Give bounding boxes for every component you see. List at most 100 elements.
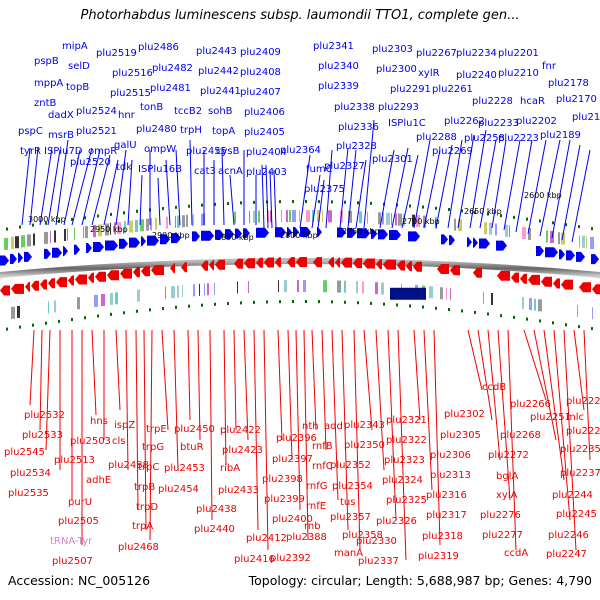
gene-label[interactable]: plu2258 [464,133,505,144]
gene-label[interactable]: plu2423 [222,445,263,456]
gene-label[interactable]: plu2442 [198,66,239,77]
gene-label[interactable]: plu2202 [516,116,557,127]
gene-label[interactable]: plu2317 [426,510,467,521]
gene-label[interactable]: plu2261 [432,84,473,95]
gene-label[interactable]: ompR [88,146,117,157]
gene-label[interactable]: plu2450 [174,424,215,435]
gene-label[interactable]: plu2404 [246,147,287,158]
gene-label[interactable]: xylA [496,490,518,501]
gene-label[interactable]: galU [114,140,137,151]
gene-label[interactable]: mlc [566,412,584,423]
gene-label[interactable]: ISPlu7D [44,146,83,157]
gene-label[interactable]: ISPlu1C [388,118,426,129]
gene-label[interactable]: pspB [34,56,59,67]
gene-label[interactable]: plu2330 [356,536,397,547]
gene-label[interactable]: plu2398 [262,474,303,485]
gene-label[interactable]: ribA [220,463,240,474]
gene-label[interactable]: plu2455 [186,146,227,157]
gene-label[interactable]: cat3 [194,166,216,177]
gene-label[interactable]: plu2277 [482,530,523,541]
gene-label[interactable]: mipA [62,41,88,52]
gene-label[interactable]: plu2534 [10,468,51,479]
gene-label[interactable]: plu2303 [372,44,413,55]
gene-label[interactable]: plu2302 [444,409,485,420]
gene-label[interactable]: cls [112,436,126,447]
gene-label[interactable]: rnfB [312,441,333,452]
gene-label[interactable]: plu2416 [234,554,275,565]
gene-label[interactable]: plu2480 [136,124,177,135]
gene-label[interactable]: ispZ [114,420,135,431]
gene-label[interactable]: zntB [34,98,57,109]
gene-label[interactable]: plu2533 [22,430,63,441]
gene-label[interactable]: plu2169 [572,112,600,123]
gene-label[interactable]: plu2269 [432,146,473,157]
gene-label[interactable]: trpC [138,462,159,473]
gene-label[interactable]: plu2322 [386,435,427,446]
gene-label[interactable]: plu2234 [456,48,497,59]
gene-label[interactable]: plu2408 [240,67,281,78]
gene-label[interactable]: plu2441 [200,86,241,97]
gene-label[interactable]: hns [90,416,108,427]
gene-label[interactable]: plu2276 [480,510,521,521]
gene-label[interactable]: plu2409 [240,47,281,58]
gene-label[interactable]: plu2468 [118,542,159,553]
gene-label[interactable]: ISPlu16B [138,164,182,175]
gene-label[interactable]: plu2316 [426,490,467,501]
gene-label[interactable]: plu2515 [110,88,151,99]
gene-label[interactable]: hcaR [520,96,545,107]
gene-label[interactable]: dadX [48,110,74,121]
gene-label[interactable]: plu2305 [440,430,481,441]
gene-label[interactable]: plu2235 [560,444,600,455]
gene-label[interactable]: plu2267 [416,48,457,59]
gene-label[interactable]: manA [334,548,363,559]
gene-label[interactable]: plu2337 [358,556,399,567]
gene-label[interactable]: plu2406 [244,107,285,118]
gene-label[interactable]: plu2313 [430,470,471,481]
gene-label[interactable]: topB [66,82,89,93]
gene-label[interactable]: plu2227 [566,426,600,437]
gene-label[interactable]: plu2405 [244,127,285,138]
gene-label[interactable]: plu2189 [540,130,581,141]
gene-label[interactable]: rnfE [306,501,326,512]
gene-label[interactable]: add [324,421,343,432]
gene-label[interactable]: plu2201 [498,48,539,59]
gene-label[interactable]: plu2545 [4,447,45,458]
gene-label[interactable]: fnr [542,61,557,72]
gene-label[interactable]: plu2341 [313,41,354,52]
gene-label[interactable]: plu2443 [196,46,237,57]
gene-label[interactable]: plu2352 [330,460,371,471]
gene-label[interactable]: plu2399 [264,494,305,505]
gene-label[interactable]: topA [212,126,235,137]
gene-label[interactable]: plu2375 [304,184,345,195]
gene-label[interactable]: trpH [180,125,202,136]
gene-label[interactable]: plu2535 [8,488,49,499]
gene-label[interactable]: tdk [116,162,132,173]
gene-label[interactable]: plu2433 [218,485,259,496]
gene-label[interactable]: plu2486 [138,42,179,53]
gene-label[interactable]: plu2358 [342,530,383,541]
gene-label[interactable]: plu2338 [334,102,375,113]
gene-label[interactable]: plu2225 [566,396,600,407]
gene-label[interactable]: plu2339 [318,81,359,92]
gene-label[interactable]: plu2524 [76,106,117,117]
gene-label[interactable]: plu2246 [548,530,589,541]
gene-label[interactable]: plu2521 [76,126,117,137]
gene-label[interactable]: plu2326 [376,516,417,527]
gene-label[interactable]: tonB [140,102,163,113]
gene-label[interactable]: plu2403 [246,167,287,178]
gene-label[interactable]: rnb [304,521,321,532]
gene-label[interactable]: tus [340,497,355,508]
gene-label[interactable]: plu2336 [338,122,379,133]
gene-label[interactable]: plu2288 [416,132,457,143]
gene-label[interactable]: plu2272 [488,450,529,461]
gene-label[interactable]: xylR [418,68,440,79]
gene-label[interactable]: plu2328 [336,141,377,152]
gene-label[interactable]: fumC [306,164,333,175]
gene-label[interactable]: purU [68,497,92,508]
gene-label[interactable]: plu2268 [500,430,541,441]
gene-label[interactable]: selD [68,61,90,72]
gene-label[interactable]: plu2481 [150,83,191,94]
gene-label[interactable]: trpE [146,424,167,435]
gene-label[interactable]: plu2350 [344,440,385,451]
gene-label[interactable]: pspC [18,126,43,137]
